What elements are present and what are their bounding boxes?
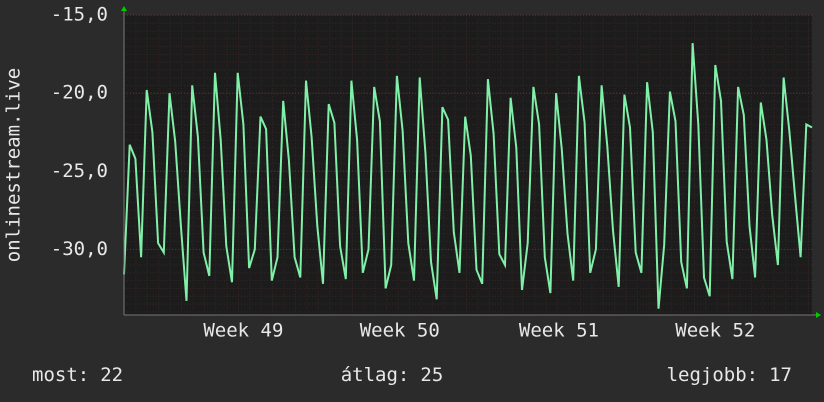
y-tick-label: -25,0 bbox=[51, 160, 108, 182]
footer-stat: átlag: 25 bbox=[341, 364, 444, 386]
x-tick-label: Week 52 bbox=[675, 320, 755, 342]
footer-value: 25 bbox=[420, 364, 443, 386]
footer-value: 17 bbox=[769, 364, 792, 386]
x-tick-label: Week 51 bbox=[519, 320, 599, 342]
minor-grid bbox=[124, 15, 812, 315]
x-tick-label: Week 50 bbox=[360, 320, 440, 342]
y-tick-label: -15,0 bbox=[51, 4, 108, 26]
footer-value: 22 bbox=[100, 364, 123, 386]
footer-label: most: bbox=[32, 364, 89, 386]
footer-label: legjobb: bbox=[667, 364, 759, 386]
y-tick-label: -20,0 bbox=[51, 82, 108, 104]
footer-label: átlag: bbox=[341, 364, 410, 386]
data-line bbox=[123, 43, 813, 309]
y-tick-label: -30,0 bbox=[51, 238, 108, 260]
footer: most: 22 átlag: 25 legjobb: 17 bbox=[32, 364, 792, 386]
x-tick-label: Week 49 bbox=[203, 320, 283, 342]
x-axis-arrow bbox=[816, 312, 821, 318]
y-axis-arrow bbox=[121, 6, 127, 11]
footer-stat: legjobb: 17 bbox=[667, 364, 792, 386]
footer-stat: most: 22 bbox=[32, 364, 123, 386]
y-axis-label: onlinestream.live bbox=[3, 68, 25, 262]
